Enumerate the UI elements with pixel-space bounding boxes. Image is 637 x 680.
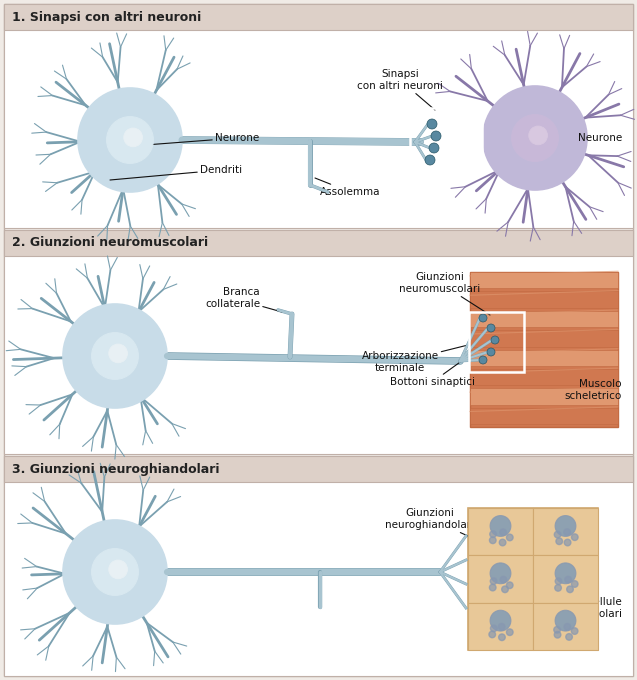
Bar [533,602,598,650]
Circle shape [425,155,435,165]
Bar [4,456,633,482]
Bar [469,312,524,372]
Text: Neurone: Neurone [145,133,259,145]
Bar [410,108,482,170]
Circle shape [566,634,573,640]
Circle shape [506,534,513,541]
Bar [470,291,618,308]
Circle shape [554,531,561,538]
Bar [468,556,533,602]
Circle shape [512,115,559,161]
Bar [4,456,633,676]
Circle shape [555,515,576,537]
Circle shape [564,529,570,535]
Circle shape [487,324,495,332]
Bar [4,4,633,30]
Circle shape [506,582,513,589]
Circle shape [506,629,513,636]
Bar [468,508,533,556]
Text: Dendriti: Dendriti [110,165,242,180]
Circle shape [491,336,499,344]
Circle shape [479,314,487,322]
Circle shape [498,624,505,630]
Circle shape [555,563,576,583]
Text: 1. Sinapsi con altri neuroni: 1. Sinapsi con altri neuroni [12,10,201,24]
Bar [4,4,633,228]
Text: Branca
collaterale: Branca collaterale [205,287,282,312]
Circle shape [106,116,154,163]
Circle shape [92,333,138,379]
Circle shape [489,631,496,638]
Circle shape [565,576,571,583]
Circle shape [489,584,496,591]
Circle shape [431,131,441,141]
Circle shape [500,577,506,583]
Circle shape [571,534,578,541]
Circle shape [567,586,573,593]
Circle shape [487,348,495,356]
Text: Giunzioni
neuroghiandolari: Giunzioni neuroghiandolari [385,508,475,536]
Circle shape [529,126,547,145]
Bar [468,508,598,650]
Bar [533,556,598,602]
Bar [470,272,618,427]
Circle shape [555,585,561,591]
Bar [470,330,618,347]
Text: Giunzioni
neuromuscolari: Giunzioni neuromuscolari [399,272,490,315]
Circle shape [490,610,511,631]
Circle shape [63,520,167,624]
Text: Bottoni sinaptici: Bottoni sinaptici [390,360,475,387]
Bar [470,407,618,424]
Circle shape [429,143,439,153]
Bar [533,508,598,556]
Circle shape [490,563,511,583]
Bar [470,350,618,366]
Circle shape [554,632,561,638]
Circle shape [564,624,571,630]
Circle shape [502,586,508,593]
Bar [468,602,533,650]
Circle shape [78,88,182,192]
Circle shape [109,344,127,362]
Bar [4,230,633,256]
Text: Sinapsi
con altri neuroni: Sinapsi con altri neuroni [357,69,443,110]
Circle shape [63,304,167,408]
Circle shape [490,578,497,585]
Bar [470,369,618,386]
Circle shape [500,529,506,536]
Bar [470,272,618,288]
Circle shape [489,537,496,543]
Circle shape [479,356,487,364]
Circle shape [427,119,437,129]
Circle shape [571,581,578,588]
Text: Assolemma: Assolemma [315,178,380,197]
Bar [470,311,618,327]
Circle shape [564,539,571,546]
Circle shape [555,610,576,631]
Circle shape [490,625,497,632]
Circle shape [124,128,143,147]
Circle shape [483,86,587,190]
Circle shape [490,515,511,537]
Text: Neurone: Neurone [578,133,622,143]
Bar [470,388,618,405]
Circle shape [490,531,496,537]
Circle shape [555,578,562,585]
Text: Cellule
ghiandolari: Cellule ghiandolari [563,597,622,619]
Text: Muscolo
scheletrico: Muscolo scheletrico [565,379,622,401]
Text: Arborizzazione
terminale: Arborizzazione terminale [361,345,468,373]
Bar [4,230,633,454]
Circle shape [499,634,505,641]
Circle shape [554,626,561,633]
Text: 3. Giunzioni neuroghiandolari: 3. Giunzioni neuroghiandolari [12,462,220,475]
Circle shape [571,628,578,634]
Circle shape [109,560,127,579]
Circle shape [556,538,562,545]
Circle shape [92,549,138,596]
Text: 2. Giunzioni neuromuscolari: 2. Giunzioni neuromuscolari [12,237,208,250]
Circle shape [499,539,506,546]
